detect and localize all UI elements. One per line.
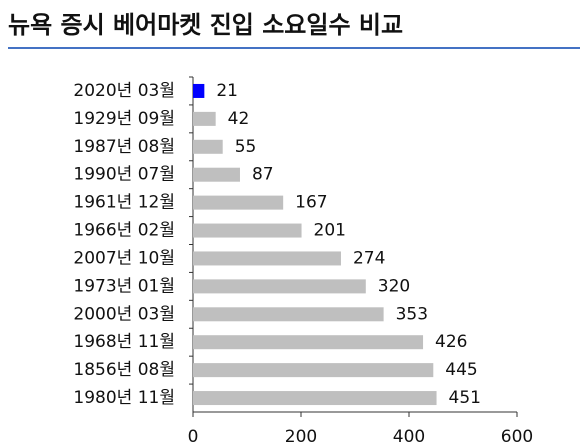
y-tick-label: 1856년 08월 bbox=[73, 360, 175, 380]
bar bbox=[193, 83, 205, 98]
bar bbox=[193, 223, 302, 238]
value-label: 320 bbox=[378, 276, 410, 296]
y-tick-label: 1987년 08월 bbox=[73, 137, 175, 157]
x-tick-label: 0 bbox=[188, 427, 199, 447]
x-tick-label: 400 bbox=[393, 427, 425, 447]
y-tick-label: 1990년 07월 bbox=[73, 165, 175, 185]
value-label: 451 bbox=[449, 388, 481, 408]
value-label: 21 bbox=[216, 81, 238, 101]
value-label: 353 bbox=[396, 304, 428, 324]
bar bbox=[193, 167, 240, 182]
value-label: 55 bbox=[235, 137, 257, 157]
y-tick-label: 1973년 01월 bbox=[73, 276, 175, 296]
value-label: 42 bbox=[228, 109, 250, 129]
value-label: 87 bbox=[252, 165, 274, 185]
x-tick-label: 200 bbox=[285, 427, 317, 447]
y-tick-label: 1980년 11월 bbox=[73, 388, 175, 408]
bar bbox=[193, 391, 437, 406]
bar bbox=[193, 195, 284, 210]
bar bbox=[193, 363, 434, 378]
y-tick-label: 1961년 12월 bbox=[73, 193, 175, 213]
bar bbox=[193, 139, 223, 154]
x-tick-label: 600 bbox=[501, 427, 533, 447]
y-tick-label: 2000년 03월 bbox=[73, 304, 175, 324]
chart-title: 뉴욕 증시 베어마켓 진입 소요일수 비교 bbox=[8, 11, 403, 39]
value-label: 445 bbox=[445, 360, 477, 380]
value-label: 201 bbox=[314, 221, 346, 241]
bar bbox=[193, 279, 366, 294]
bar bbox=[193, 335, 424, 350]
y-tick-label: 2020년 03월 bbox=[73, 81, 175, 101]
bar bbox=[193, 251, 341, 266]
value-label: 426 bbox=[435, 332, 467, 352]
value-label: 274 bbox=[353, 248, 385, 268]
bar bbox=[193, 111, 216, 126]
y-tick-label: 2007년 10월 bbox=[73, 248, 175, 268]
bar bbox=[193, 307, 384, 322]
y-tick-label: 1929년 09월 bbox=[73, 109, 175, 129]
value-label: 167 bbox=[295, 193, 327, 213]
y-tick-label: 1968년 11월 bbox=[73, 332, 175, 352]
y-tick-label: 1966년 02월 bbox=[73, 221, 175, 241]
